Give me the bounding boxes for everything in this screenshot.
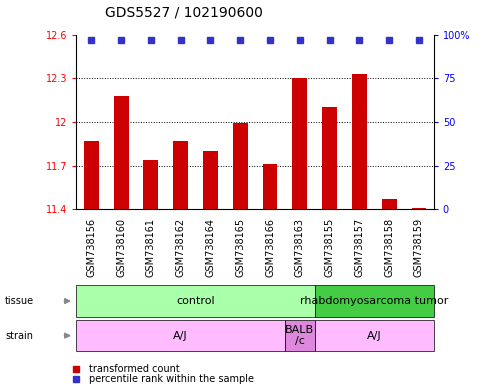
Text: strain: strain bbox=[5, 331, 33, 341]
Text: GSM738161: GSM738161 bbox=[146, 218, 156, 277]
Bar bbox=[233, 123, 247, 209]
Text: GSM738163: GSM738163 bbox=[295, 218, 305, 277]
Text: GSM738159: GSM738159 bbox=[414, 218, 424, 277]
Text: rhabdomyosarcoma tumor: rhabdomyosarcoma tumor bbox=[300, 296, 449, 306]
Text: A/J: A/J bbox=[174, 331, 188, 341]
Bar bbox=[412, 208, 426, 209]
Text: percentile rank within the sample: percentile rank within the sample bbox=[89, 374, 254, 384]
Bar bbox=[315, 320, 434, 351]
Text: GDS5527 / 102190600: GDS5527 / 102190600 bbox=[105, 5, 263, 19]
Bar bbox=[143, 160, 158, 209]
Bar bbox=[76, 285, 315, 317]
Bar bbox=[322, 108, 337, 209]
Text: transformed count: transformed count bbox=[89, 364, 179, 374]
Text: GSM738157: GSM738157 bbox=[354, 218, 364, 277]
Bar bbox=[203, 151, 218, 209]
Text: GSM738155: GSM738155 bbox=[324, 218, 335, 277]
Bar bbox=[76, 320, 285, 351]
Bar bbox=[285, 320, 315, 351]
Bar bbox=[382, 199, 396, 209]
Text: BALB
/c: BALB /c bbox=[285, 325, 315, 346]
Text: GSM738162: GSM738162 bbox=[176, 218, 186, 277]
Text: GSM738160: GSM738160 bbox=[116, 218, 126, 277]
Bar bbox=[315, 285, 434, 317]
Bar bbox=[263, 164, 278, 209]
Bar bbox=[84, 141, 99, 209]
Text: GSM738165: GSM738165 bbox=[235, 218, 245, 277]
Text: GSM738166: GSM738166 bbox=[265, 218, 275, 277]
Bar bbox=[352, 74, 367, 209]
Text: tissue: tissue bbox=[5, 296, 34, 306]
Text: GSM738164: GSM738164 bbox=[206, 218, 215, 277]
Text: GSM738158: GSM738158 bbox=[384, 218, 394, 277]
Bar bbox=[114, 96, 129, 209]
Text: A/J: A/J bbox=[367, 331, 382, 341]
Text: GSM738156: GSM738156 bbox=[86, 218, 96, 277]
Bar bbox=[292, 78, 307, 209]
Bar bbox=[173, 141, 188, 209]
Text: control: control bbox=[176, 296, 215, 306]
